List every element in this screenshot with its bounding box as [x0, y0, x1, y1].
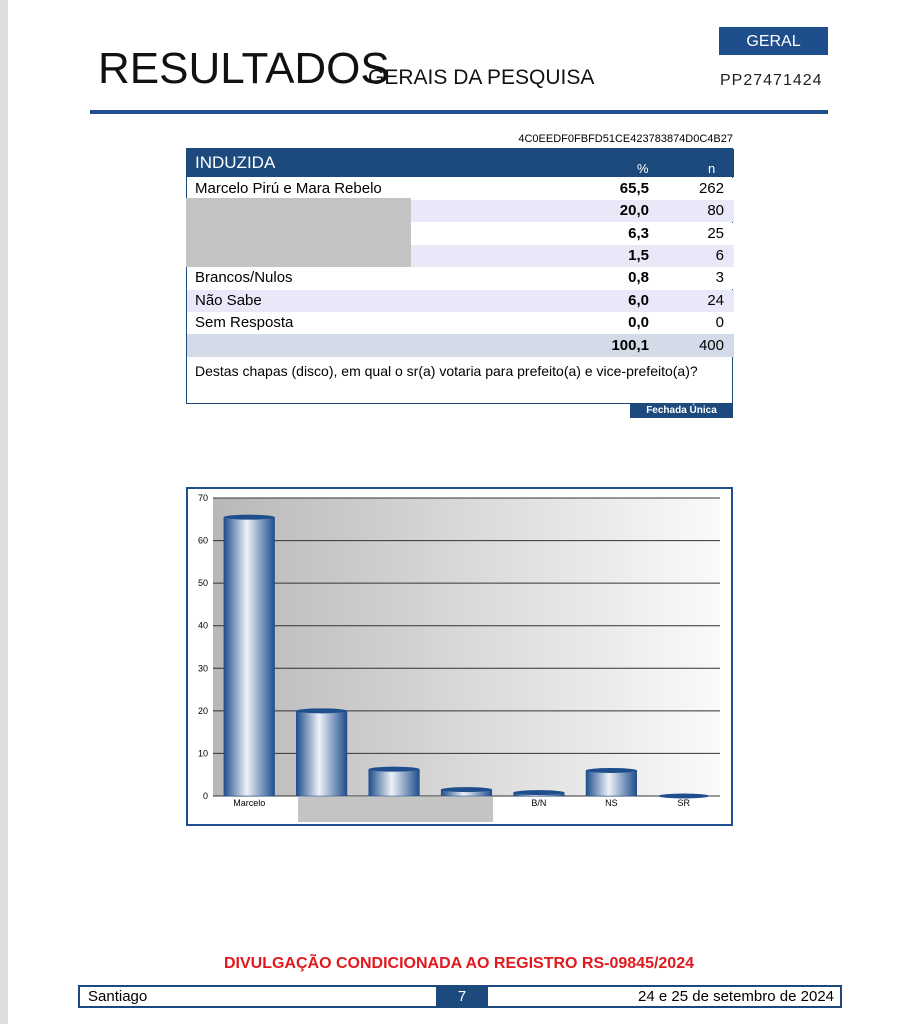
x-tick-label: Marcelo — [233, 798, 265, 808]
question-type: Fechada Única — [630, 403, 733, 418]
total-row: 100,1 400 — [187, 334, 734, 357]
y-tick-label: 60 — [198, 536, 208, 546]
row-n: 6 — [715, 246, 724, 264]
row-n: 25 — [707, 224, 724, 242]
bar-cap — [441, 787, 492, 793]
row-label: Não Sabe — [195, 291, 262, 309]
bar-cap — [513, 790, 565, 796]
question: Destas chapas (disco), em qual o sr(a) v… — [195, 363, 698, 379]
bar-cap — [368, 766, 420, 772]
total-n: 400 — [698, 337, 724, 354]
redaction — [298, 797, 493, 822]
table-row: Sem Resposta 0,0 0 — [187, 311, 734, 334]
footer-bar: Santiago 7 24 e 25 de setembro de 2024 — [78, 985, 842, 1008]
table-header: INDUZIDA % n — [187, 149, 734, 177]
bar — [223, 516, 275, 797]
total-pct: 100,1 — [611, 337, 649, 354]
row-pct: 0,8 — [628, 269, 649, 287]
table-row: Brancos/Nulos 0,8 3 — [187, 267, 734, 290]
rule — [90, 110, 828, 114]
date: 24 e 25 de setembro de 2024 — [638, 988, 834, 1005]
code: PP27471424 — [720, 72, 823, 89]
bar-cap — [586, 767, 637, 773]
bar — [296, 710, 348, 797]
page-edge — [0, 0, 8, 1024]
table-row: Não Sabe 6,0 24 — [187, 289, 734, 312]
y-tick-label: 50 — [198, 578, 208, 588]
plot-area — [213, 498, 720, 796]
col-head: n — [708, 161, 716, 176]
row-pct: 6,0 — [628, 291, 649, 309]
badge: GERAL — [719, 27, 828, 55]
chart: 0 10 20 30 40 50 60 70 Marcelo B/N NS SR — [186, 487, 733, 826]
y-tick-label: 0 — [203, 791, 208, 801]
row-label: Brancos/Nulos — [195, 269, 293, 287]
row-n: 0 — [715, 313, 724, 331]
row-pct: 1,5 — [628, 246, 649, 264]
row-pct: 0,0 — [628, 313, 649, 331]
row-label: Marcelo Pirú e Mara Rebelo — [195, 180, 382, 197]
row-pct: 6,3 — [628, 224, 649, 242]
x-tick-label: B/N — [531, 798, 546, 808]
row-n: 24 — [707, 291, 724, 309]
y-tick-label: 20 — [198, 706, 208, 716]
y-tick-label: 10 — [198, 748, 208, 758]
row-n: 80 — [707, 202, 724, 220]
row-pct: 65,5 — [619, 180, 649, 197]
bar — [368, 768, 420, 797]
y-tick-label: 30 — [198, 663, 208, 673]
bar-cap — [658, 793, 710, 799]
hash: 4C0EEDF0FBFD51CE423783874D0C4B27 — [518, 133, 733, 145]
x-tick-label: NS — [605, 798, 618, 808]
row-n: 3 — [715, 269, 724, 287]
y-tick-label: 40 — [198, 621, 208, 631]
city: Santiago — [88, 988, 148, 1005]
table: INDUZIDA % n Destas chapas (disco), em q… — [186, 148, 734, 404]
row-label: Sem Resposta — [195, 313, 294, 331]
bar-cap — [223, 514, 275, 520]
subtitle: GERAIS DA PESQUISA — [368, 66, 595, 89]
row-n: 262 — [698, 180, 724, 197]
y-tick-label: 70 — [198, 493, 208, 503]
page-number: 7 — [436, 987, 488, 1006]
x-tick-label: SR — [678, 798, 691, 808]
notice: DIVULGAÇÃO CONDICIONADA AO REGISTRO RS-0… — [223, 955, 694, 972]
col-head: % — [637, 161, 649, 176]
table-row: Marcelo Pirú e Mara Rebelo 65,5 262 — [187, 178, 734, 200]
row-pct: 20,0 — [619, 202, 649, 220]
redaction — [186, 198, 411, 267]
bar — [585, 770, 637, 797]
title: RESULTADOS — [98, 44, 390, 93]
table-title: INDUZIDA — [195, 153, 276, 172]
bar-cap — [296, 708, 347, 714]
